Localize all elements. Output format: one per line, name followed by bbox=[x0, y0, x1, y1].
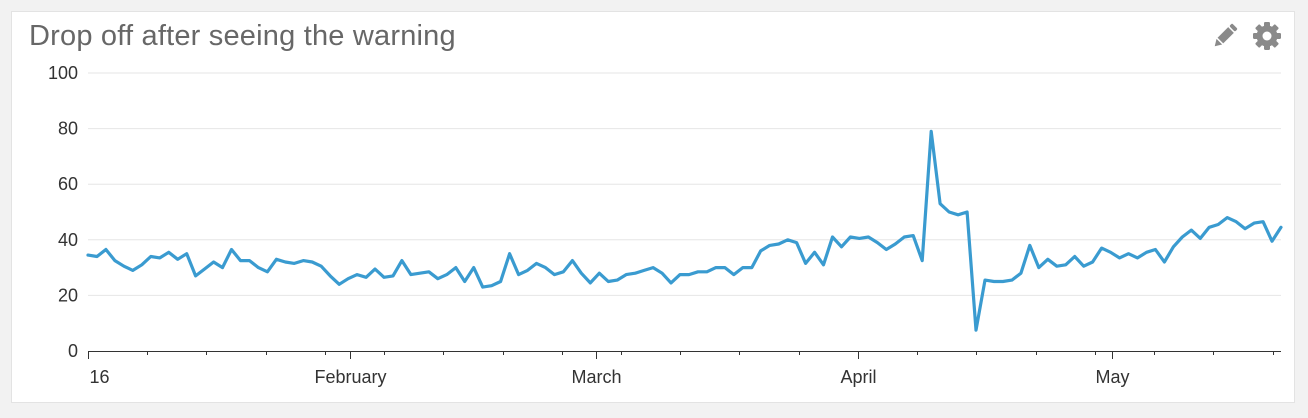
x-tick-label: March bbox=[571, 367, 621, 387]
gear-icon[interactable] bbox=[1252, 21, 1282, 51]
x-tick-label: February bbox=[314, 367, 386, 387]
widget-title: Drop off after seeing the warning bbox=[29, 20, 456, 52]
x-tick-label: May bbox=[1095, 367, 1129, 387]
y-tick-label: 100 bbox=[48, 63, 78, 83]
series-line bbox=[86, 129, 1283, 332]
chart-widget: Drop off after seeing the warning bbox=[11, 11, 1295, 403]
widget-toolbar bbox=[1210, 21, 1282, 51]
y-tick-label: 60 bbox=[58, 174, 78, 194]
y-tick-label: 40 bbox=[58, 230, 78, 250]
y-tick-label: 80 bbox=[58, 119, 78, 139]
x-tick-label: April bbox=[840, 367, 876, 387]
y-tick-label: 0 bbox=[68, 341, 78, 361]
y-tick-label: 20 bbox=[58, 285, 78, 305]
x-tick-label: 16 bbox=[90, 367, 110, 387]
pencil-icon[interactable] bbox=[1210, 21, 1240, 51]
